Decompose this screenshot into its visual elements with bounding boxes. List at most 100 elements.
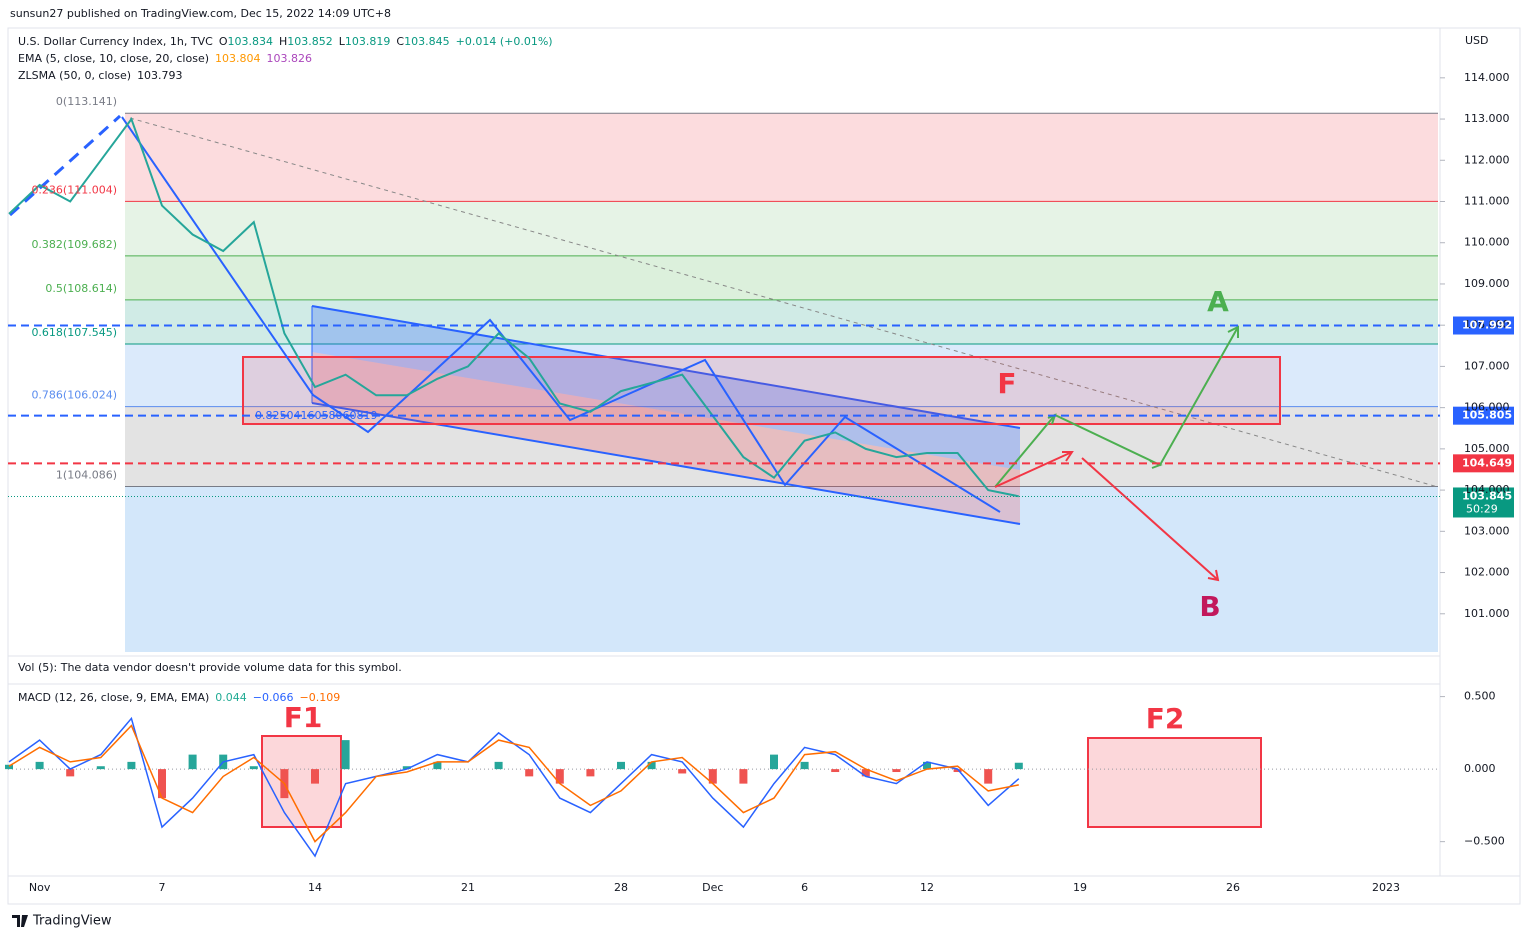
zone-f2 [1087, 737, 1262, 828]
x-tick-label: 7 [159, 881, 166, 894]
histogram-bar [311, 769, 319, 784]
fib-zone [125, 486, 1438, 652]
price-label-bg [1453, 406, 1514, 425]
histogram-bar [708, 769, 717, 784]
y-tick-label: 104.000 [1464, 483, 1510, 496]
indicator-value: 103.793 [137, 69, 183, 82]
arrow-head [1207, 569, 1220, 582]
histogram-bar [984, 769, 993, 784]
fib-zone [125, 255, 1438, 300]
price-label: 105.805 [1462, 409, 1512, 422]
indicator-value: 103.804 [215, 52, 261, 65]
price-label-bg [1453, 454, 1514, 473]
readout: 0.044 [215, 691, 247, 704]
y-tick-label: 113.000 [1464, 112, 1510, 125]
price-label-bg [1453, 316, 1514, 335]
histogram-bar [35, 761, 44, 770]
legend-main: U.S. Dollar Currency Index, 1h, TVC O 103.… [18, 35, 553, 48]
wave-dashed [8, 114, 122, 217]
texts: sunsun27 published on TradingView.com, D… [10, 7, 1512, 929]
published-note: sunsun27 published on TradingView.com, D… [10, 7, 391, 20]
histogram-bar [158, 769, 166, 799]
fib-label: 0.786(106.024) [31, 389, 117, 402]
y-tick-label: 101.000 [1464, 607, 1510, 620]
x-tick-label: 12 [920, 881, 934, 894]
annotation-a: A [1207, 285, 1229, 318]
x-tick-label: 26 [1226, 881, 1240, 894]
y-tick-label: −0.500 [1464, 835, 1505, 848]
y-tick-label: 0.000 [1464, 762, 1496, 775]
fib-zone [125, 299, 1438, 344]
annotation-f: F [997, 367, 1016, 400]
x-tick-label: 2023 [1372, 881, 1400, 894]
ohlc-prefix: O [219, 35, 228, 48]
arrow-head [1149, 460, 1163, 469]
change: +0.014 (+0.01%) [456, 35, 553, 48]
histogram-bar [861, 769, 870, 777]
histogram-bar [433, 761, 442, 770]
x-tick-label: 19 [1073, 881, 1087, 894]
arrow-head [1227, 325, 1239, 338]
y-tick-label: 105.000 [1464, 442, 1510, 455]
price-label: 104.649 [1462, 456, 1512, 469]
histogram-bar [341, 740, 350, 770]
ohlc-value: 103.845 [404, 35, 450, 48]
fib-label: 0.618(107.545) [31, 326, 117, 339]
x-tick-label: 14 [308, 881, 322, 894]
indicator-name: EMA (5, close, 10, close, 20, close) [18, 52, 209, 65]
x-tick-label: Nov [29, 881, 51, 894]
histogram-bar [249, 766, 258, 770]
histogram-bar [494, 761, 503, 770]
x-tick-label: 21 [461, 881, 475, 894]
last-price-bg [1453, 487, 1514, 518]
ohlc-value: 103.852 [287, 35, 333, 48]
arrow-head [1062, 451, 1074, 462]
annotation-f1: F1 [284, 701, 323, 734]
y-tick-label: 103.000 [1464, 524, 1510, 537]
y-tick-label: 102.000 [1464, 566, 1510, 579]
histogram-bar [831, 769, 840, 773]
drawings [7, 27, 1521, 905]
currency: USD [1465, 34, 1489, 47]
zone-f1 [261, 735, 342, 828]
histogram-bar [96, 766, 105, 770]
y-tick-label: 106.000 [1464, 401, 1510, 414]
fib-zone [125, 406, 1438, 487]
histogram-bar [402, 766, 411, 770]
y-tick-label: 114.000 [1464, 71, 1510, 84]
frame [7, 27, 1521, 905]
histogram-bar [5, 764, 13, 770]
ohlc-value: 103.819 [345, 35, 391, 48]
y-tick-label: 0.500 [1464, 690, 1496, 703]
channel-upper [312, 306, 1020, 470]
brand: TradingView [32, 914, 112, 929]
symbol: U.S. Dollar Currency Index, 1h, TVC [18, 35, 213, 48]
y-tick-label: 112.000 [1464, 153, 1510, 166]
histogram-bar [1014, 762, 1023, 770]
price-line [8, 116, 1019, 498]
histogram-bar [739, 769, 748, 784]
macd-legend: MACD (12, 26, close, 9, EMA, EMA) 0.044 −0… [18, 691, 340, 704]
scenario-b [994, 451, 1073, 488]
histogram-bar [617, 761, 625, 770]
trend-line [129, 117, 1439, 488]
histogram-bar [678, 769, 687, 774]
histogram-bar [953, 769, 962, 773]
ohlc-prefix: H [279, 35, 287, 48]
legend-indicator: ZLSMA (50, 0, close) 103.793 [18, 69, 183, 82]
fib-zones [125, 112, 1438, 652]
y-tick-label: 110.000 [1464, 236, 1510, 249]
ratio-label: 0.8250416058060819 [255, 409, 377, 422]
indicator-name: MACD (12, 26, close, 9, EMA, EMA) [18, 691, 209, 704]
histogram-bar [800, 761, 809, 770]
ohlc-prefix: C [396, 35, 404, 48]
y-tick-label: 107.000 [1464, 359, 1510, 372]
ohlc-prefix: L [339, 35, 346, 48]
histogram-bar [66, 769, 75, 777]
fib-label: 0.382(109.682) [31, 238, 117, 251]
fib-label: 0.5(108.614) [45, 282, 117, 295]
histogram-bar [892, 769, 901, 773]
histogram-bar [127, 761, 136, 770]
fib-zone [125, 201, 1438, 256]
